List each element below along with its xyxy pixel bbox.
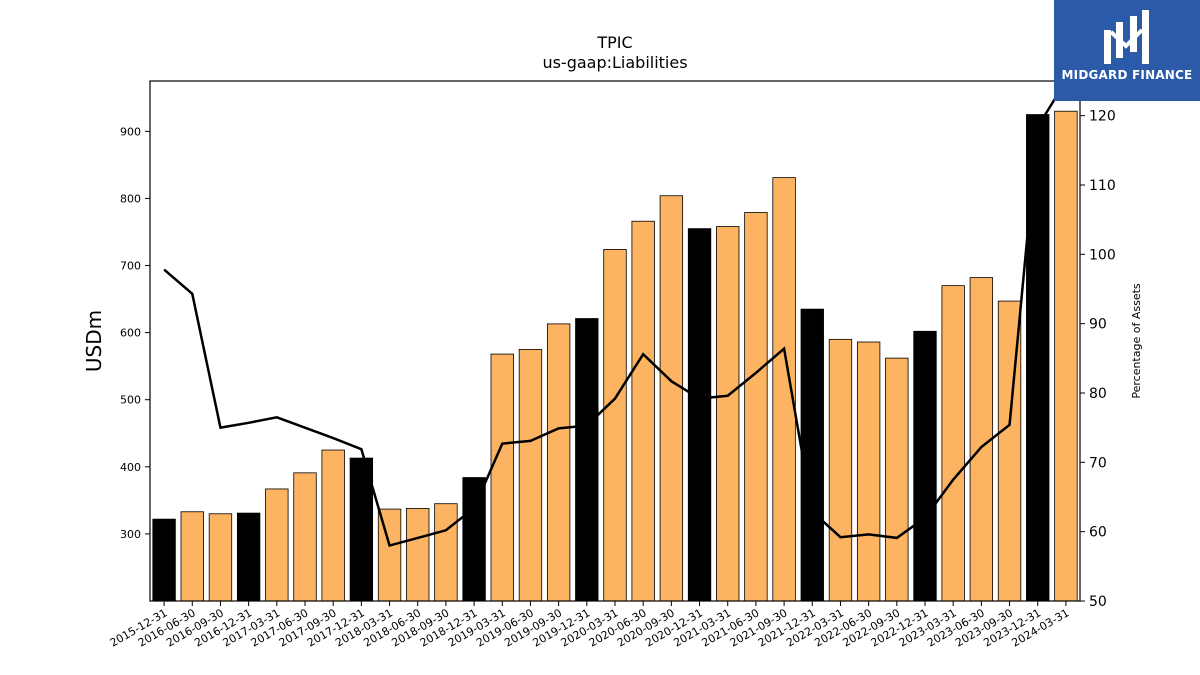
y-tick-label-right: 70 <box>1089 455 1107 471</box>
bar-2022-09-30 <box>885 357 909 602</box>
bar-2015-12-31 <box>152 518 176 602</box>
y-tick-label-left: 600 <box>120 327 141 340</box>
bar-2019-12-31 <box>575 318 599 602</box>
bar-2017-06-30 <box>293 472 317 602</box>
bar-2018-12-31 <box>462 477 486 602</box>
y-tick-label-right: 110 <box>1089 178 1116 194</box>
midgard-logo-icon <box>1104 10 1149 64</box>
bar-2019-06-30 <box>518 348 543 602</box>
bar-2020-06-30 <box>631 220 655 602</box>
bar-2018-09-30 <box>434 503 458 602</box>
y-tick-label-left: 700 <box>120 260 141 273</box>
bar-2022-12-31 <box>913 330 937 602</box>
bar-2019-09-30 <box>546 323 571 602</box>
bar-2017-09-30 <box>321 449 345 602</box>
bar-2021-12-31 <box>800 308 824 602</box>
bar-2021-06-30 <box>744 212 768 602</box>
chart-title: TPIC <box>596 33 632 52</box>
line-group <box>163 81 1067 548</box>
y-tick-label-right: 50 <box>1089 594 1107 610</box>
bar-2019-03-31 <box>490 353 514 602</box>
bar-2022-03-31 <box>828 338 853 602</box>
y-tick-label-right: 120 <box>1089 109 1116 125</box>
bar-2016-06-30 <box>180 511 204 602</box>
y-tick-label-right: 90 <box>1089 317 1107 333</box>
bar-2021-03-31 <box>716 226 740 602</box>
y-axis-label-left: USDm <box>82 310 106 372</box>
brand-name: MIDGARD FINANCE <box>1061 68 1193 82</box>
bar-2016-12-31 <box>236 512 261 602</box>
y-tick-label-left: 300 <box>120 528 141 541</box>
chart-subtitle: us-gaap:Liabilities <box>542 53 687 72</box>
y-tick-label-left: 900 <box>120 125 141 138</box>
bar-2020-12-31 <box>687 228 712 602</box>
y-axis-label-right: Percentage of Assets <box>1130 283 1143 399</box>
y-tick-label-right: 100 <box>1089 247 1116 263</box>
bar-2020-09-30 <box>659 195 684 602</box>
bar-2020-03-31 <box>603 249 627 602</box>
y-tick-label-left: 400 <box>120 461 141 474</box>
bar-2024-03-31 <box>1054 110 1078 602</box>
y-tick-label-right: 80 <box>1089 386 1107 402</box>
y-tick-label-left: 800 <box>120 192 141 205</box>
brand-logo: MIDGARD FINANCE <box>1054 0 1200 101</box>
line-series-pct-assets <box>163 81 1067 548</box>
bar-2018-06-30 <box>406 508 430 602</box>
bar-2023-03-31 <box>941 285 965 602</box>
bar-2016-09-30 <box>208 513 233 602</box>
y-tick-label-right: 60 <box>1089 525 1107 541</box>
bars-group <box>152 110 1078 602</box>
y-tick-label-left: 500 <box>120 394 141 407</box>
bar-2017-03-31 <box>265 488 289 602</box>
bar-2023-12-31 <box>1026 114 1050 602</box>
bar-2022-06-30 <box>856 341 881 602</box>
